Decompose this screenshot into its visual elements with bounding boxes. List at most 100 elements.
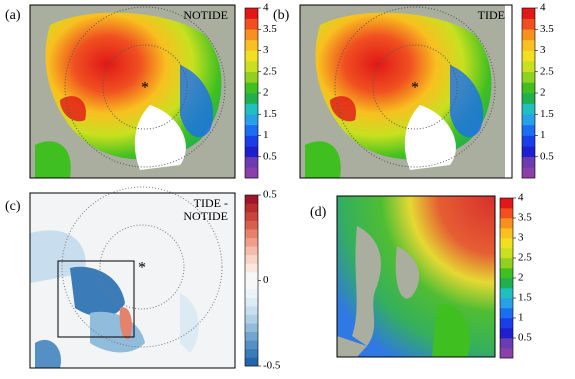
colorbar-swatch: [522, 146, 535, 158]
colorbar-swatch: [245, 348, 258, 358]
colorbar-tick-label: 0: [263, 274, 269, 286]
colorbar-swatch: [522, 156, 535, 168]
colorbar-swatch: [245, 246, 258, 256]
colorbar-swatch: [245, 114, 258, 126]
colorbar-swatch: [245, 254, 258, 264]
colorbar-swatch: [500, 338, 513, 349]
colorbar-swatch: [245, 135, 258, 147]
colorbar-swatch: [245, 82, 258, 94]
colorbar-tick-label: 3: [263, 44, 269, 56]
colorbar-swatch: [245, 156, 258, 168]
colorbar-swatch: [500, 278, 513, 289]
colorbar-swatch: [500, 198, 513, 209]
colorbar-tick-label: 2: [540, 87, 546, 99]
colorbar-swatch: [500, 298, 513, 309]
colorbar-tick-label: -0.5: [263, 360, 281, 372]
colorbar-swatch: [245, 357, 258, 367]
colorbar-swatch: [245, 146, 258, 158]
colorbar-swatch: [245, 195, 258, 204]
colorbar-tick-label: 1.5: [540, 108, 554, 120]
colorbar-tick-label: 2: [518, 272, 524, 284]
colorbar-swatch: [500, 218, 513, 229]
colorbar-swatch: [245, 237, 258, 247]
colorbar-tick-label: 3: [540, 44, 546, 56]
panel-title: NOTIDE: [183, 8, 228, 22]
colorbar-tick-label: 1: [263, 129, 269, 141]
colorbar-swatch: [522, 71, 535, 83]
panel-title: TIDE: [478, 8, 505, 22]
colorbar-tick-label: 4: [540, 2, 546, 14]
colorbar-tick-label: 0.5: [263, 189, 277, 201]
colorbar-swatch: [522, 103, 535, 115]
colorbar-swatch: [500, 318, 513, 329]
panel-label: (d): [310, 205, 327, 220]
colorbar-swatch: [522, 61, 535, 73]
map-d: [336, 195, 496, 358]
colorbar-swatch: [522, 114, 535, 126]
colorbar-swatch: [245, 39, 258, 51]
colorbar-tick-label: 2.5: [263, 65, 277, 77]
colorbar-swatch: [245, 61, 258, 73]
colorbar-tick-label: 3.5: [540, 23, 554, 35]
colorbar-tick-label: 1.5: [263, 108, 277, 120]
colorbar-swatch: [522, 82, 535, 94]
colorbar-swatch: [522, 124, 535, 136]
colorbar-swatch: [245, 314, 258, 324]
colorbar-tick-label: 3: [518, 232, 524, 244]
colorbar-tick-label: 0.5: [540, 150, 554, 162]
colorbar-swatch: [245, 280, 258, 290]
colorbar-tick-label: 0.5: [518, 332, 532, 344]
colorbar-swatch: [245, 50, 258, 62]
colorbar-swatch: [245, 93, 258, 104]
colorbar-swatch: [522, 29, 535, 41]
colorbar-swatch: [522, 8, 535, 19]
colorbar-swatch: [245, 18, 258, 30]
panel-title: NOTIDE: [183, 209, 228, 223]
colorbar-swatch: [245, 331, 258, 341]
colorbar-swatch: [522, 50, 535, 62]
map-c: *: [29, 186, 236, 369]
colorbar-swatch: [522, 93, 535, 104]
colorbar-swatch: [245, 323, 258, 333]
colorbar-swatch: [245, 263, 258, 273]
colorbar-swatch: [245, 289, 258, 298]
colorbar-swatch: [245, 124, 258, 136]
colorbar-tick-label: 4: [263, 2, 269, 14]
colorbar-swatch: [500, 228, 513, 239]
colorbar-tick-label: 3.5: [518, 212, 532, 224]
colorbar-swatch: [245, 271, 258, 281]
colorbar-swatch: [522, 18, 535, 30]
svg-text:*: *: [138, 260, 146, 277]
panel-label: (c): [5, 199, 21, 214]
panel-label: (a): [5, 8, 21, 23]
colorbar-swatch: [245, 167, 258, 179]
colorbar-swatch: [500, 248, 513, 259]
colorbar-swatch: [500, 268, 513, 279]
map-b: [299, 4, 513, 179]
colorbar-tick-label: 1: [518, 312, 524, 324]
panel-title: TIDE -: [194, 196, 228, 210]
colorbar-swatch: [500, 348, 513, 359]
colorbar-tick-label: 2: [263, 87, 269, 99]
colorbar-swatch: [522, 135, 535, 147]
colorbar-tick-label: 2.5: [518, 252, 532, 264]
colorbar-swatch: [245, 212, 258, 221]
colorbar-swatch: [245, 8, 258, 19]
colorbar-swatch: [245, 203, 258, 213]
colorbar-swatch: [245, 103, 258, 115]
colorbar-tick-label: 1: [540, 129, 546, 141]
colorbar-swatch: [245, 220, 258, 230]
colorbar-swatch: [522, 167, 535, 179]
colorbar-swatch: [500, 258, 513, 269]
colorbar-tick-label: 0.5: [263, 150, 277, 162]
colorbar-swatch: [522, 39, 535, 51]
colorbar-swatch: [500, 238, 513, 249]
colorbar-tick-label: 1.5: [518, 292, 532, 304]
panel-label: (b): [273, 8, 290, 23]
colorbar-tick-label: 4: [518, 192, 524, 204]
colorbar-tick-label: 2.5: [540, 65, 554, 77]
map-a: [29, 4, 236, 179]
colorbar-swatch: [245, 29, 258, 41]
colorbar-tick-label: 3.5: [263, 23, 277, 35]
